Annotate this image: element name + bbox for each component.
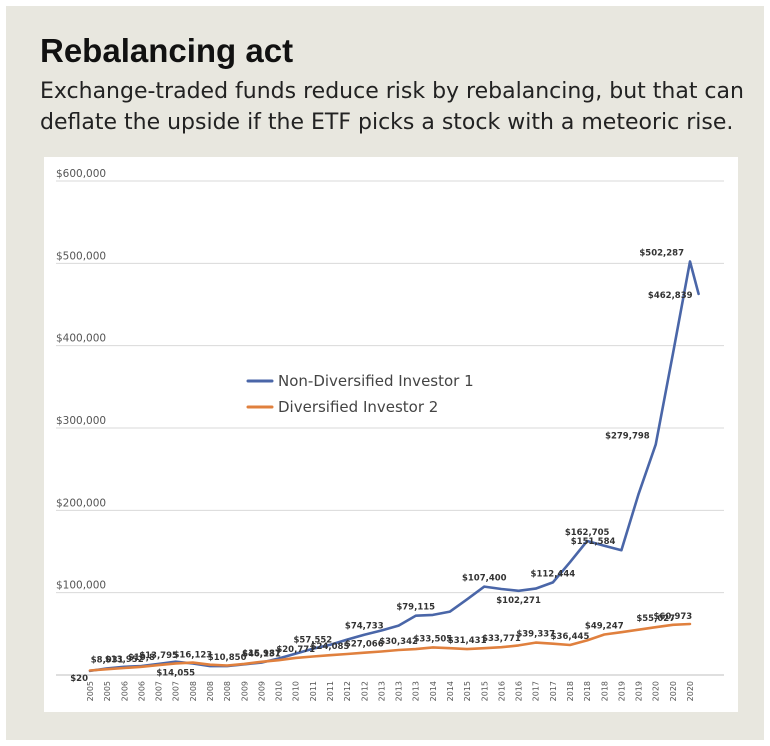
x-tick-label: 2011 [326,681,335,701]
data-label: $57,552 [293,636,332,646]
data-label: $162,705 [565,528,610,538]
y-tick-label: $300,000 [56,415,106,427]
chart-headline: Rebalancing act [40,32,294,69]
data-label: $10,850 [208,653,247,663]
data-label: $33,771 [482,634,521,644]
line-chart: $100,000 $200,000 $300,000 $400,000 $500,000… [56,168,724,701]
x-tick-label: 2006 [120,681,129,701]
x-tick-label: 2007 [155,681,164,701]
data-label: $74,733 [345,622,384,632]
data-label: $20 [70,674,88,684]
data-label: $15,987 [242,649,281,659]
x-tick-label: 2015 [480,681,489,701]
x-tick-label: 2013 [377,681,386,701]
x-tick-label: 2019 [635,681,644,701]
gridlines [56,180,724,676]
x-tick-label: 2020 [686,681,695,701]
chart-area: $100,000 $200,000 $300,000 $400,000 $500,000… [44,157,738,712]
data-label: $55,027 [636,614,675,624]
figure-panel: Rebalancing act Exchange-traded funds re… [6,6,764,740]
data-label: $502,287 [639,248,684,258]
x-tick-label: 2009 [240,681,249,701]
x-tick-label: 2013 [395,681,404,701]
data-label: $16,123 [173,650,212,660]
data-label: $462,839 [648,291,693,301]
data-label: $10,8 [128,653,155,663]
y-tick-label: $400,000 [56,333,106,345]
x-tick-label: 2007 [172,681,181,701]
x-tick-label: 2018 [566,681,575,701]
x-tick-label: 2005 [86,681,95,701]
x-tick-label: 2016 [515,681,524,701]
series-line-1 [88,260,700,673]
data-label: $30,342 [379,637,418,647]
x-tick-label: 2015 [463,681,472,701]
x-tick-label: 2005 [103,681,112,701]
x-tick-label: 2008 [206,681,215,701]
y-tick-label: $200,000 [56,497,106,509]
x-tick-label: 2010 [275,681,284,701]
x-tick-label: 2019 [617,681,626,701]
x-tick-label: 2006 [137,681,146,701]
x-tick-label: 2013 [412,681,421,701]
data-label: $13,795 [139,651,178,661]
x-tick-label: 2020 [669,681,678,701]
data-label: $49,247 [585,621,624,631]
data-label: $8,031 [91,655,124,665]
data-label: $27,066 [345,640,384,650]
data-label: $60,973 [653,612,692,622]
x-tick-label: 2008 [223,681,232,701]
x-tick-label: 2012 [343,681,352,701]
data-label: $20,771 [276,645,315,655]
data-label: $79,115 [396,603,435,613]
series-line-2 [88,622,692,672]
data-label: $13,952 [105,655,144,665]
x-tick-label: 2016 [497,681,506,701]
legend: Non-Diversified Investor 1 Diversified In… [246,372,474,416]
x-tick-label: 2014 [446,681,455,701]
data-label: $24,085 [311,642,350,652]
y-tick-label: $500,000 [56,250,106,262]
data-label: $102,271 [496,596,541,606]
data-labels: $20$8,031 $10,8$13,795$16,123$10,850$46,1… [70,248,692,683]
x-tick-label: 2011 [309,681,318,701]
x-tick-label: 2010 [292,681,301,701]
y-tick-label: $100,000 [56,580,106,592]
x-tick-label: 2009 [257,681,266,701]
chart-subheadline: Exchange-traded funds reduce risk by reb… [40,79,744,135]
data-label: $107,400 [462,574,507,584]
x-tick-label: 2017 [532,681,541,701]
data-label: $39,337 [516,630,555,640]
data-label: $279,798 [605,432,650,442]
x-tick-label: 2008 [189,681,198,701]
data-label: $36,445 [551,632,590,642]
data-label: $33,505 [413,634,452,644]
x-tick-label: 2017 [549,681,558,701]
x-tick-label: 2020 [652,681,661,701]
data-label: $112,444 [531,569,576,579]
data-label: $46,131 [242,650,281,660]
x-tick-label: 2014 [429,681,438,701]
legend-label: Non-Diversified Investor 1 [278,372,474,390]
series-lines [88,260,700,673]
x-tick-label: 2018 [583,681,592,701]
x-tick-label: 2012 [360,681,369,701]
data-label: $31,431 [448,636,487,646]
legend-label: Diversified Investor 2 [278,398,438,416]
data-label: $151,584 [571,537,616,547]
data-label: $14,055 [156,668,195,678]
y-tick-label: $600,000 [56,168,106,180]
x-tick-label: 2018 [600,681,609,701]
axes: $100,000 $200,000 $300,000 $400,000 $500,000… [56,168,695,701]
